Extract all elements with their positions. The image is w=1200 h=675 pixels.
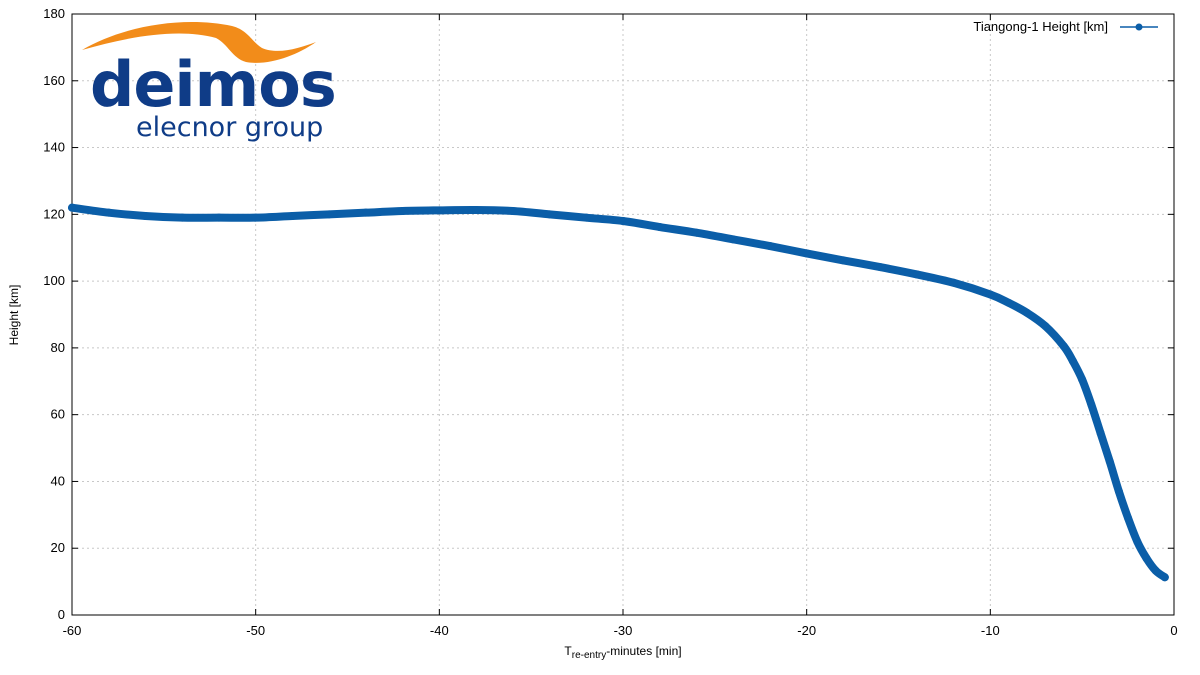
data-point (692, 228, 701, 237)
data-point (876, 263, 885, 272)
data-point (1087, 400, 1096, 409)
data-point (361, 208, 370, 217)
data-point (802, 249, 811, 258)
logo-wordmark: deimos (90, 48, 336, 121)
deimos-logo: deimos elecnor group (82, 21, 337, 143)
y-tick-label: 80 (51, 340, 65, 355)
legend-label: Tiangong-1 Height [km] (973, 19, 1108, 34)
data-point (1078, 375, 1087, 384)
data-point (765, 242, 774, 251)
data-point (655, 223, 664, 232)
x-tick-label: -60 (63, 623, 82, 638)
data-point (472, 205, 481, 214)
x-tick-label: -30 (614, 623, 633, 638)
data-point (949, 278, 958, 287)
data-point (1160, 573, 1169, 582)
y-tick-label: 120 (43, 206, 65, 221)
data-point (141, 212, 150, 221)
x-tick-label: -20 (797, 623, 816, 638)
data-point (325, 210, 334, 219)
data-point (104, 208, 113, 217)
data-point (619, 217, 627, 226)
series-line (68, 203, 1169, 582)
x-axis-label: Tre-entry-minutes [min] (564, 644, 681, 661)
data-point (68, 203, 76, 212)
y-tick-label: 20 (51, 540, 65, 555)
data-point (1041, 322, 1050, 331)
data-point (986, 290, 995, 299)
series-layer (68, 203, 1169, 582)
data-point (251, 213, 260, 222)
data-point (508, 206, 517, 215)
data-point (1105, 457, 1114, 466)
y-tick-label: 0 (58, 607, 65, 622)
logo-subtitle: elecnor group (136, 112, 323, 143)
data-point (398, 206, 407, 215)
data-point (1133, 537, 1142, 546)
x-tick-label: -10 (981, 623, 1000, 638)
x-tick-label: -40 (430, 623, 449, 638)
ticks: -60 -50 -40 -30 -20 -10 0 0 20 40 60 80 100 120 140 160… (43, 6, 1177, 638)
data-point (214, 213, 223, 222)
data-point (288, 212, 297, 221)
x-axis-label-sub: re-entry (572, 650, 606, 661)
data-point (1151, 566, 1160, 575)
data-point (1114, 487, 1123, 496)
y-tick-label: 60 (51, 407, 65, 422)
x-axis-label-main: T (564, 644, 572, 658)
logo-swoosh (82, 21, 316, 63)
legend: Tiangong-1 Height [km] (973, 19, 1158, 34)
data-point (545, 210, 554, 219)
x-axis-label-rest: -minutes [min] (606, 644, 681, 658)
data-point (1004, 298, 1013, 307)
y-tick-label: 140 (43, 140, 65, 155)
data-point (435, 206, 444, 215)
data-point (839, 256, 848, 265)
y-tick-label: 40 (51, 473, 65, 488)
data-point (912, 270, 921, 279)
data-point (1142, 554, 1151, 563)
y-tick-label: 180 (43, 6, 65, 21)
x-tick-label: 0 (1170, 623, 1177, 638)
data-point (178, 213, 187, 222)
y-tick-label: 160 (43, 73, 65, 88)
y-tick-label: 100 (43, 273, 65, 288)
data-point (582, 213, 591, 222)
legend-marker (1135, 23, 1143, 31)
data-point (1124, 514, 1133, 523)
data-point (1023, 308, 1032, 317)
data-point (729, 235, 738, 244)
data-point (1096, 429, 1105, 438)
data-point (1068, 357, 1077, 366)
data-point (1059, 342, 1068, 351)
y-axis-label: Height [km] (7, 285, 21, 346)
x-tick-label: -50 (246, 623, 265, 638)
